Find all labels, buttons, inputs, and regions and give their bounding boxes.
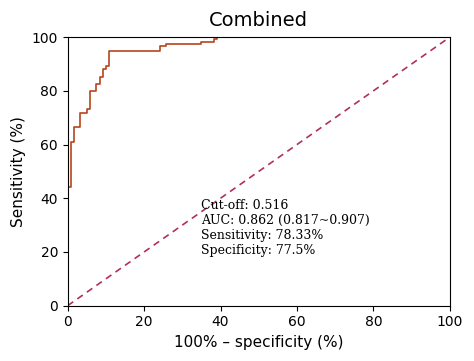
Text: Cut-off: 0.516
AUC: 0.862 (0.817~0.907)
Sensitivity: 78.33%
Specificity: 77.5%: Cut-off: 0.516 AUC: 0.862 (0.817~0.907) … — [201, 199, 370, 257]
Title: Combined: Combined — [209, 11, 308, 30]
Y-axis label: Sensitivity (%): Sensitivity (%) — [11, 116, 26, 227]
X-axis label: 100% – specificity (%): 100% – specificity (%) — [174, 335, 344, 350]
